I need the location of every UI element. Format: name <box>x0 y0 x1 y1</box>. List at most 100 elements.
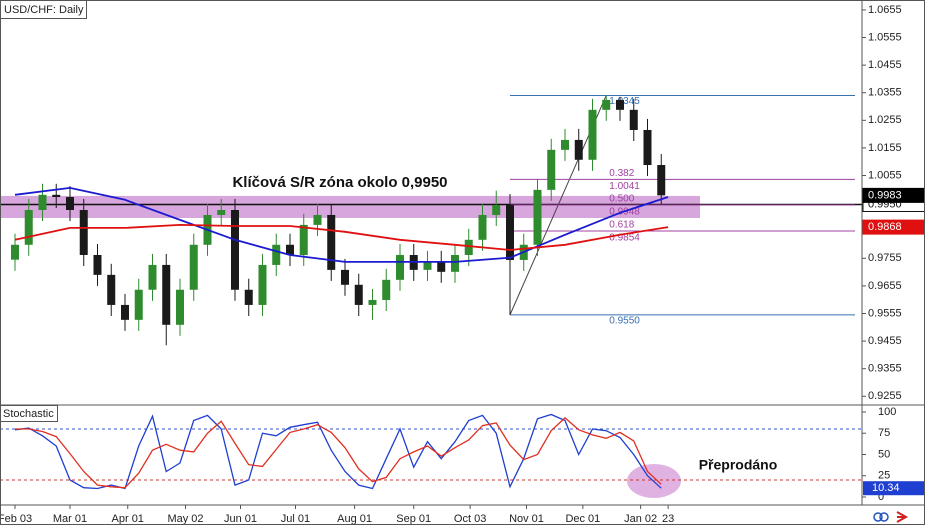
candle-body <box>560 139 569 150</box>
y-tick-label: 0.9655 <box>868 280 902 292</box>
arrow-icon[interactable] <box>896 511 909 523</box>
candle-body <box>313 214 322 225</box>
x-tick-label: Sep 01 <box>396 513 431 525</box>
y-tick-label: 0 <box>878 491 884 503</box>
value-box <box>863 481 925 496</box>
candle-body <box>464 239 473 255</box>
stochastic-line <box>15 417 662 489</box>
candle-body <box>423 261 432 270</box>
y-tick-label: 75 <box>878 427 890 439</box>
candle-body <box>478 214 487 240</box>
x-tick-label: Jul 01 <box>281 513 310 525</box>
candle-body <box>629 109 638 130</box>
fib-price: 0.9854 <box>609 233 640 244</box>
annotation: Klíčová S/R zóna okolo 0,9950 <box>232 174 447 191</box>
candle-body <box>299 224 308 255</box>
candle-body <box>162 264 171 325</box>
candle-body <box>107 274 116 305</box>
y-tick-label: 0.9355 <box>868 363 902 375</box>
y-tick-label: 1.0155 <box>868 142 902 154</box>
candle-body <box>327 214 336 270</box>
candle-body <box>602 99 611 110</box>
last-price-box-label: 0.9983 <box>868 189 902 201</box>
fib-label: 1.0345 <box>609 96 640 107</box>
candle-body <box>24 210 33 245</box>
x-tick-label: 23 <box>662 513 674 525</box>
title-box <box>0 0 87 19</box>
candle-body <box>148 264 157 290</box>
y-tick-label: 25 <box>878 470 890 482</box>
candle-body <box>120 304 129 320</box>
candle-body <box>65 197 74 211</box>
candle-body <box>230 210 239 290</box>
candle-body <box>450 254 459 272</box>
candle-body <box>395 254 404 280</box>
y-tick-label: 100 <box>878 406 896 418</box>
candle-body <box>38 194 47 211</box>
chart-title: USD/CHF: Daily <box>4 4 84 16</box>
x-tick-label: Feb 03 <box>0 513 32 525</box>
x-tick-label: May 02 <box>167 513 203 525</box>
x-tick-label: Oct 03 <box>454 513 486 525</box>
candle-body <box>547 149 556 190</box>
x-tick-label: Aug 01 <box>337 513 372 525</box>
fib-label: 0.9550 <box>609 316 640 327</box>
y-tick-label: 1.0355 <box>868 87 902 99</box>
moving-average <box>14 223 669 251</box>
y-tick-label: 1.0555 <box>868 31 902 43</box>
title-box <box>0 405 58 422</box>
fib-ratio: 0.618 <box>609 220 634 231</box>
candle-body <box>657 165 666 196</box>
y-tick-label: 0.9455 <box>868 335 902 347</box>
candle-body <box>340 269 349 285</box>
candle-body <box>258 264 267 305</box>
x-tick-label: Dec 01 <box>565 513 600 525</box>
candle-body <box>175 289 184 325</box>
candle-body <box>134 289 143 320</box>
last-price-box <box>862 187 925 203</box>
y-tick-label: 0.9755 <box>868 252 902 264</box>
x-tick-label: Nov 01 <box>509 513 544 525</box>
y-tick-label: 1.0455 <box>868 59 902 71</box>
candle-body <box>10 244 19 260</box>
candle-body <box>437 261 446 272</box>
candle-body <box>189 244 198 290</box>
candle-body <box>272 244 281 265</box>
candle-body <box>244 289 253 305</box>
candle-body <box>574 139 583 160</box>
ma-price-box <box>862 219 925 235</box>
value-box-label: 10.34 <box>872 482 900 494</box>
candle-body <box>79 210 88 255</box>
candle-body <box>217 210 226 215</box>
x-tick-label: Apr 01 <box>112 513 144 525</box>
x-tick-label: Jan 02 <box>624 513 657 525</box>
annotation: Přeprodáno <box>699 457 778 473</box>
share-icon[interactable] <box>873 512 889 522</box>
x-tick-label: Mar 01 <box>53 513 87 525</box>
candle-body <box>285 244 294 255</box>
candle-body <box>368 299 377 305</box>
candle-body <box>588 109 597 160</box>
y-tick-label: 1.0655 <box>868 4 902 16</box>
y-tick-label: 1.0055 <box>868 169 902 181</box>
x-tick-label: Jun 01 <box>224 513 257 525</box>
candle-body <box>382 279 391 300</box>
panel-title: Stochastic <box>3 408 54 420</box>
moving-average <box>14 186 669 263</box>
ma-price-box-label: 0.9868 <box>868 221 902 233</box>
candle-body <box>492 205 501 215</box>
candle-body <box>505 205 514 260</box>
y-tick-label: 1.0255 <box>868 114 902 126</box>
fib-ratio: 0.500 <box>609 194 634 205</box>
candle-body <box>354 284 363 305</box>
plot-layer: 1.0655 1.0555 1.0455 1.0355 1.0255 1.0155 1.00… <box>0 4 925 525</box>
candle-body <box>643 129 652 166</box>
fib-ratio: 0.382 <box>609 168 634 179</box>
candle-body <box>93 254 102 275</box>
y-tick-label: 50 <box>878 448 890 460</box>
y-tick-label: 0.9555 <box>868 307 902 319</box>
candle-body <box>615 99 624 110</box>
candle-body <box>52 194 61 198</box>
